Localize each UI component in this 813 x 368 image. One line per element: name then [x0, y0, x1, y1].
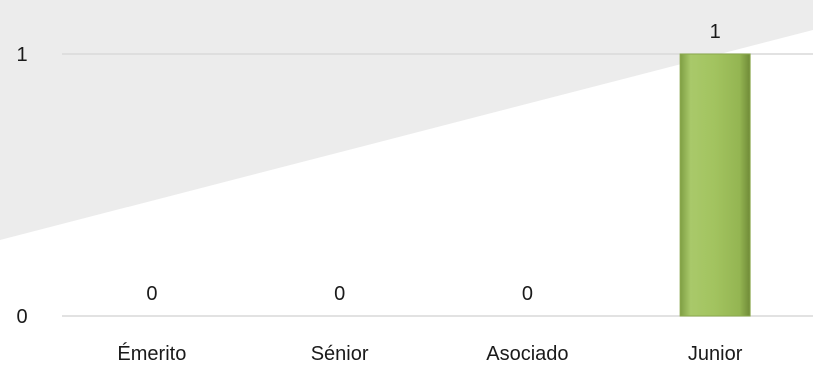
category-label-sénior: Sénior: [311, 343, 369, 365]
data-label-asociado: 0: [522, 283, 533, 305]
data-label-sénior: 0: [334, 283, 345, 305]
category-label-émerito: Émerito: [117, 342, 186, 365]
category-label-asociado: Asociado: [486, 343, 568, 365]
data-label-émerito: 0: [146, 283, 157, 305]
y-tick-label-0: 0: [16, 306, 27, 328]
background-band: [0, 0, 813, 240]
bar-junior: [679, 53, 751, 317]
category-label-junior: Junior: [688, 343, 743, 365]
data-label-junior: 1: [710, 21, 721, 43]
y-tick-label-1: 1: [16, 44, 27, 66]
